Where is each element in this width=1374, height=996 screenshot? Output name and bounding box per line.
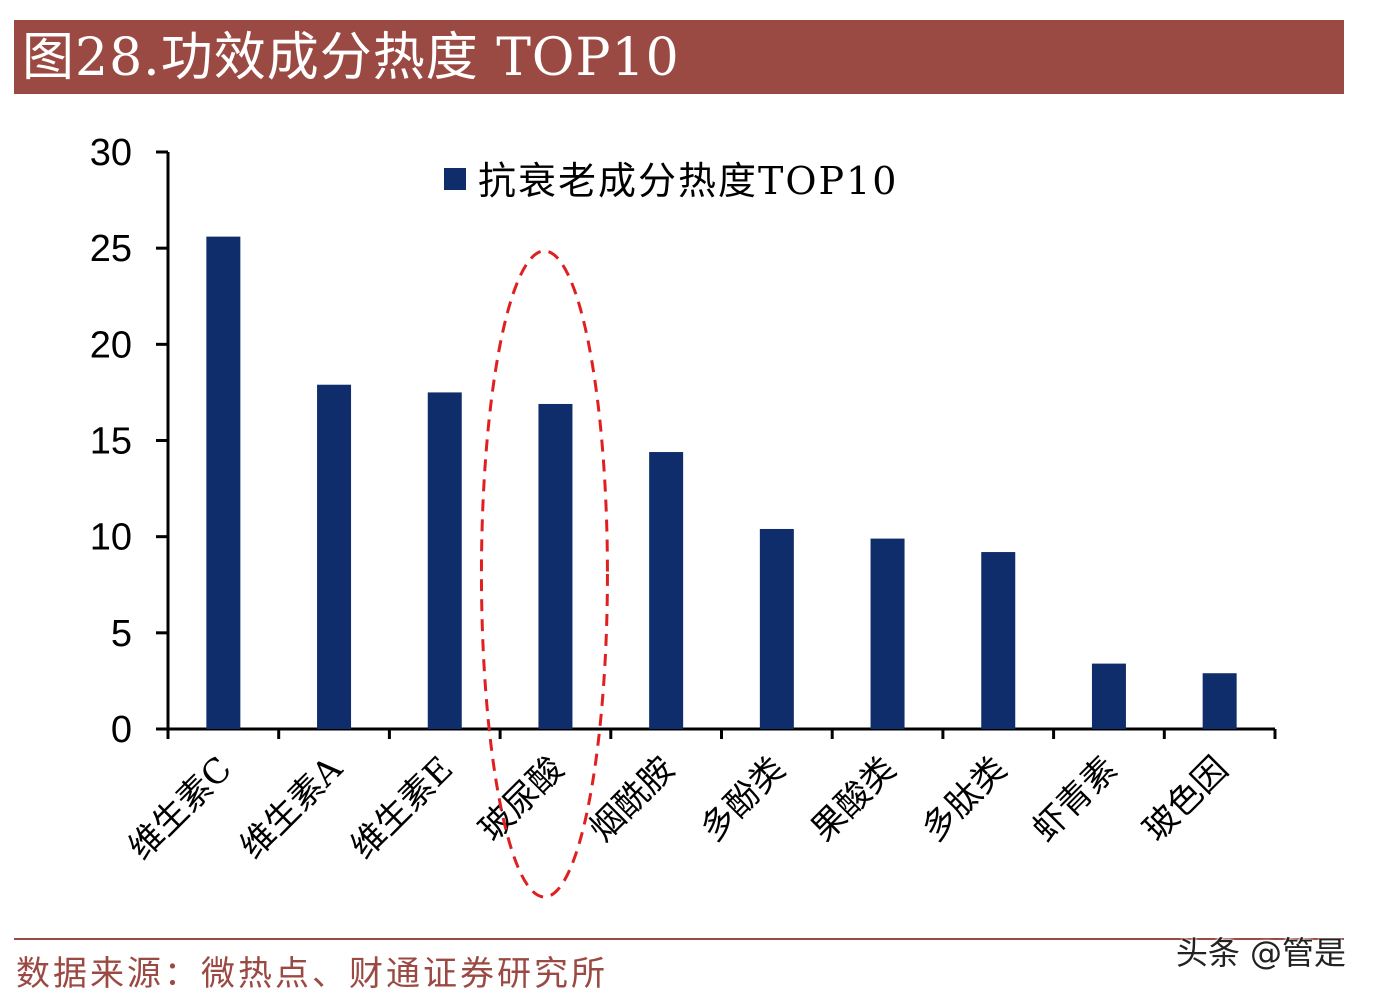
highlight-ellipse-shape — [479, 249, 609, 899]
source-divider — [14, 938, 1344, 940]
y-tick-labels: 0 5 10 15 20 25 30 — [90, 132, 132, 751]
bar — [427, 392, 462, 729]
bar — [981, 552, 1016, 729]
source-note: 数据来源：微热点、财通证券研究所 — [16, 954, 608, 994]
y-tick-label: 30 — [90, 132, 132, 174]
x-tick-label: 多酚类 — [693, 749, 793, 849]
x-tick-label: 多肽类 — [914, 749, 1014, 849]
x-tick-label: 烟酰胺 — [582, 749, 682, 849]
watermark: 头条 @管是 — [1175, 934, 1346, 972]
chart-legend: 抗衰老成分热度TOP10 — [444, 159, 898, 203]
chart-bars — [206, 236, 1237, 730]
chart-axes — [156, 150, 1277, 739]
bar — [538, 403, 573, 729]
title-bar — [14, 20, 1344, 94]
legend-label: 抗衰老成分热度TOP10 — [478, 159, 898, 203]
x-tick-label: 虾青素 — [1025, 749, 1125, 849]
bar — [759, 528, 794, 729]
x-tick-label: 维生素C — [121, 749, 240, 868]
y-tick-label: 5 — [111, 613, 132, 655]
y-tick-label: 0 — [111, 709, 132, 751]
x-tick-label: 果酸类 — [804, 749, 904, 849]
y-tick-label: 20 — [90, 324, 132, 366]
x-tick-label: 玻尿酸 — [471, 749, 571, 849]
x-tick-label: 维生素A — [233, 749, 351, 867]
bar — [206, 236, 241, 730]
bar — [870, 538, 905, 729]
x-tick-label: 维生素E — [343, 749, 461, 867]
y-tick-label: 25 — [90, 228, 132, 270]
legend-swatch — [444, 168, 466, 190]
bar — [317, 384, 352, 729]
bar — [1202, 673, 1237, 729]
highlight-ellipse — [479, 249, 609, 899]
y-tick-label: 10 — [90, 517, 132, 559]
y-tick-label: 15 — [90, 421, 132, 463]
x-tick-label: 玻色因 — [1136, 749, 1236, 849]
bar — [1091, 663, 1126, 729]
bar — [649, 452, 684, 729]
figure-title: 图28.功效成分热度 TOP10 — [22, 28, 680, 88]
